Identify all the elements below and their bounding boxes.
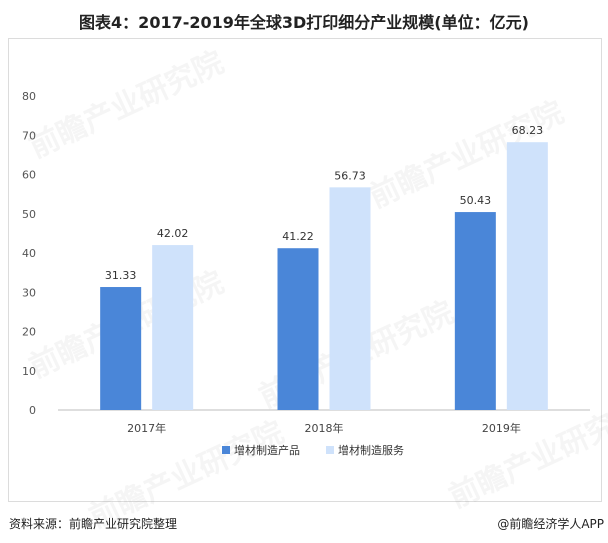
y-tick-label: 50 [22, 208, 36, 221]
x-tick-label: 2019年 [482, 421, 521, 435]
chart-title: 图表4：2017-2019年全球3D打印细分产业规模(单位：亿元) [79, 13, 529, 32]
y-tick-label: 60 [22, 169, 36, 182]
y-tick-label: 10 [22, 365, 36, 378]
y-tick-label: 40 [22, 247, 36, 260]
legend-label: 增材制造产品 [234, 443, 300, 457]
y-tick-label: 70 [22, 129, 36, 142]
data-label: 41.22 [282, 230, 314, 243]
y-tick-label: 0 [29, 404, 36, 417]
x-tick-label: 2018年 [305, 421, 344, 435]
x-tick-label: 2017年 [127, 421, 166, 435]
legend: 增材制造产品 增材制造服务 [222, 443, 404, 457]
y-tick-label: 80 [22, 90, 36, 103]
data-label: 56.73 [334, 169, 366, 182]
y-tick-label: 30 [22, 286, 36, 299]
legend-swatch-service [326, 446, 334, 454]
source-note: 资料来源：前瞻产业研究院整理 [9, 517, 178, 531]
data-label: 31.33 [105, 269, 137, 282]
x-axis: 2017年 2018年 2019年 [127, 421, 521, 435]
bar-service [329, 187, 371, 410]
credit-note: @前瞻经济学人APP [497, 517, 604, 531]
y-tick-label: 20 [22, 326, 36, 339]
bar-product [277, 248, 319, 410]
bar-service [152, 245, 194, 410]
bars [100, 142, 548, 410]
bar-product [454, 212, 496, 410]
data-label: 50.43 [460, 194, 492, 207]
bar-product [100, 287, 142, 410]
data-label: 68.23 [512, 124, 544, 137]
y-axis: 0 10 20 30 40 50 60 70 80 [22, 90, 590, 417]
legend-label: 增材制造服务 [338, 443, 404, 457]
data-label: 42.02 [157, 227, 189, 240]
bar-service [506, 142, 548, 410]
data-labels: 31.33 42.02 41.22 56.73 50.43 68.23 [105, 124, 543, 282]
legend-swatch-product [222, 446, 230, 454]
